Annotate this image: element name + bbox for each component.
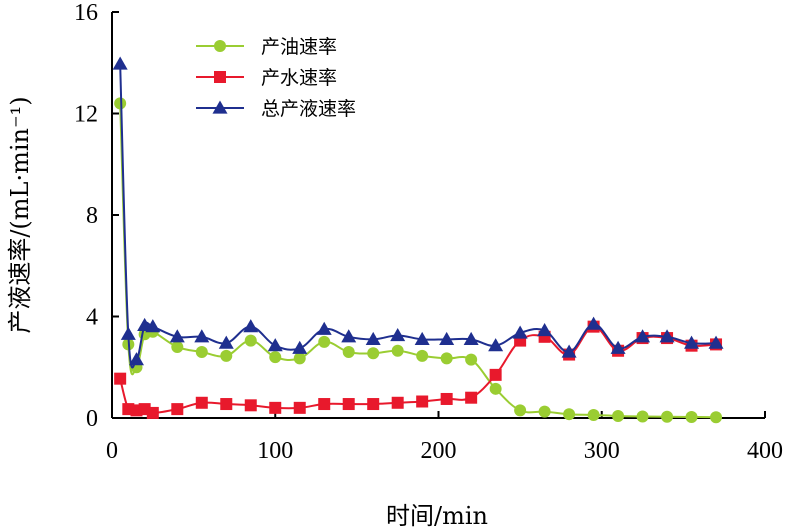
point-oil: [685, 410, 698, 423]
x-tick-label: 200: [421, 438, 457, 464]
legend-marker-water: [214, 71, 226, 83]
point-total: [128, 352, 144, 366]
legend-label-water: 产水速率: [261, 67, 337, 89]
point-water: [146, 406, 159, 419]
point-oil: [195, 346, 208, 359]
point-water: [489, 368, 502, 381]
point-water: [440, 392, 453, 405]
point-water: [342, 398, 355, 411]
point-water: [416, 395, 429, 408]
ticks: 0 100 200 300 400 0 4 8 12 16: [74, 0, 783, 464]
legend-marker-total: [212, 100, 228, 114]
point-water: [293, 401, 306, 414]
point-total: [684, 335, 700, 349]
series-water: [114, 320, 723, 419]
point-oil: [440, 352, 453, 365]
point-total: [365, 331, 381, 345]
point-oil: [489, 382, 502, 395]
point-total: [169, 329, 185, 343]
point-oil: [563, 408, 576, 421]
y-tick-label: 0: [86, 406, 98, 432]
point-total: [635, 329, 651, 343]
point-total: [439, 331, 455, 345]
series-line-oil: [119, 103, 717, 419]
point-total: [341, 329, 357, 343]
series-line-water: [119, 325, 717, 414]
point-total: [145, 319, 161, 333]
point-total: [586, 316, 602, 330]
point-oil: [587, 408, 600, 421]
y-tick-label: 16: [74, 0, 98, 26]
point-oil: [538, 405, 551, 418]
point-oil: [465, 353, 478, 366]
point-water: [318, 398, 331, 411]
legend-label-total: 总产液速率: [261, 98, 356, 120]
y-tick-label: 12: [74, 102, 98, 128]
legend-label-oil: 产油速率: [261, 36, 337, 58]
point-oil: [636, 410, 649, 423]
point-total: [610, 340, 626, 354]
point-oil: [612, 409, 625, 422]
point-total: [194, 329, 210, 343]
point-total: [561, 344, 577, 358]
x-tick-label: 100: [257, 438, 293, 464]
point-water: [269, 401, 282, 414]
point-total: [112, 56, 128, 70]
point-total: [120, 326, 136, 340]
point-total: [243, 319, 259, 333]
point-oil: [391, 344, 404, 357]
x-tick-label: 400: [747, 438, 783, 464]
point-total: [488, 338, 504, 352]
point-oil: [269, 351, 282, 364]
point-total: [512, 325, 528, 339]
point-water: [195, 396, 208, 409]
point-oil: [171, 340, 184, 353]
point-water: [114, 372, 127, 385]
point-total: [292, 340, 308, 354]
point-water: [171, 403, 184, 416]
x-tick-label: 300: [584, 438, 620, 464]
point-oil: [661, 410, 674, 423]
series-oil: [114, 97, 723, 424]
y-axis-title: 产液速率/(mL·min⁻¹): [6, 96, 34, 333]
point-water: [220, 398, 233, 411]
point-total: [218, 335, 234, 349]
series-layer: [112, 56, 724, 424]
point-oil: [367, 347, 380, 360]
point-oil: [342, 346, 355, 359]
point-total: [267, 338, 283, 352]
y-tick-label: 8: [86, 203, 98, 229]
series-line-total: [119, 63, 717, 369]
point-total: [414, 331, 430, 345]
legend-marker-oil: [214, 40, 226, 52]
y-tick-label: 4: [86, 305, 98, 331]
x-tick-label: 0: [106, 438, 118, 464]
point-total: [316, 321, 332, 335]
point-water: [244, 399, 257, 412]
point-water: [465, 391, 478, 404]
point-total: [390, 328, 406, 342]
legend-item-oil: 产油速率: [196, 36, 337, 58]
point-oil: [293, 352, 306, 365]
point-oil: [220, 349, 233, 362]
legend-item-total: 总产液速率: [196, 98, 356, 120]
point-oil: [710, 411, 723, 424]
point-oil: [318, 335, 331, 348]
point-oil: [514, 404, 527, 417]
point-oil: [416, 349, 429, 362]
point-total: [463, 331, 479, 345]
series-total: [112, 56, 724, 369]
legend-item-water: 产水速率: [196, 67, 337, 89]
point-water: [391, 396, 404, 409]
point-total: [708, 335, 724, 349]
point-total: [659, 329, 675, 343]
x-axis-title: 时间/min: [386, 502, 488, 528]
point-water: [367, 398, 380, 411]
point-total: [537, 322, 553, 337]
point-oil: [114, 97, 127, 110]
point-oil: [244, 334, 257, 347]
